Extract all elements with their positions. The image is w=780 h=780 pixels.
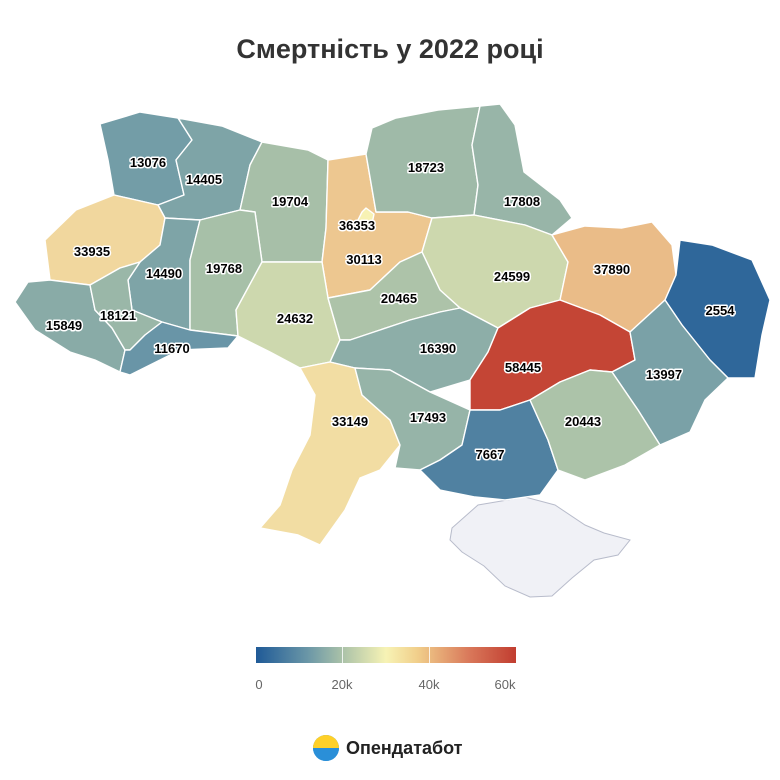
value-label-cherkasy: 20465 <box>381 291 417 306</box>
legend-tick-40k <box>429 647 430 663</box>
value-label-odesa: 33149 <box>332 414 368 429</box>
value-label-dnipropetrovsk: 58445 <box>505 360 541 375</box>
value-label-chernihiv: 18723 <box>408 160 444 175</box>
region-luhansk[interactable] <box>664 239 771 379</box>
region-zaporizhzhia[interactable] <box>529 369 661 481</box>
region-sumy[interactable] <box>471 103 573 236</box>
value-label-mykolaiv: 17493 <box>410 410 446 425</box>
map-title: Смертність у 2022 році <box>236 34 544 64</box>
value-label-vinnytsia: 24632 <box>277 311 313 326</box>
value-label-kyiv-oblast: 36353 <box>339 218 375 233</box>
value-label-luhansk: 2554 <box>706 303 736 318</box>
value-label-lviv: 33935 <box>74 244 110 259</box>
brand: Опендатабот <box>312 733 463 763</box>
legend-gradient-bar <box>256 647 516 663</box>
value-label-zaporizhzhia: 20443 <box>565 414 601 429</box>
legend-label-40k: 40k <box>418 677 440 692</box>
value-label-kyiv-city: 30113 <box>346 252 381 267</box>
value-label-chernivtsi: 11670 <box>154 341 189 356</box>
value-label-kherson: 7667 <box>476 447 505 462</box>
legend-label-20k: 20k <box>331 677 353 692</box>
value-label-rivne: 14405 <box>186 172 222 187</box>
value-label-ternopil: 14490 <box>146 266 182 281</box>
value-label-sumy: 17808 <box>504 194 540 209</box>
value-label-zakarpattia: 15849 <box>46 318 82 333</box>
value-label-kharkiv: 37890 <box>594 262 630 277</box>
opendatabot-logo-icon <box>313 735 339 761</box>
ukraine-choropleth-map: 13076 14405 19704 36353 30113 18723 17808 33935… <box>14 103 771 598</box>
legend-label-60k: 60k <box>494 677 516 692</box>
value-label-kirovohrad: 16390 <box>420 341 456 356</box>
legend-tick-20k <box>342 647 343 663</box>
value-label-poltava: 24599 <box>494 269 530 284</box>
brand-name: Опендатабот <box>346 737 463 758</box>
value-label-khmelnytskyi: 19768 <box>206 261 242 276</box>
value-label-volyn: 13076 <box>130 155 166 170</box>
region-crimea <box>449 496 631 598</box>
color-scale-legend <box>256 647 516 663</box>
value-label-donetsk: 13997 <box>646 367 682 382</box>
region-chernivtsi[interactable] <box>119 321 239 376</box>
region-donetsk[interactable] <box>611 299 729 446</box>
region-kyiv-city[interactable] <box>357 207 375 227</box>
value-label-ivano-frankivsk: 18121 <box>100 308 136 323</box>
legend-label-0: 0 <box>255 677 263 692</box>
value-label-zhytomyr: 19704 <box>272 194 309 209</box>
